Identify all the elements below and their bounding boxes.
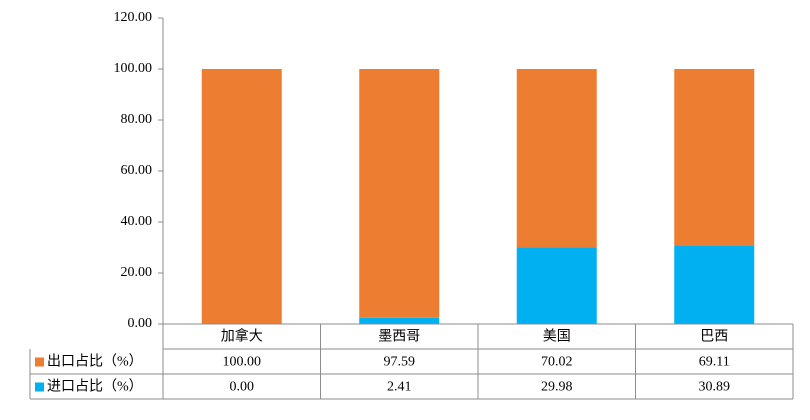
y-tick-label: 40.00 xyxy=(121,214,153,229)
bar-segment xyxy=(674,69,755,246)
legend-swatch xyxy=(35,357,44,367)
y-tick-label: 20.00 xyxy=(121,265,153,280)
x-tick-label: 墨西哥 xyxy=(378,330,420,345)
table-value: 29.98 xyxy=(541,380,573,395)
legend-swatch xyxy=(35,382,44,392)
table-value: 70.02 xyxy=(541,355,573,370)
table-value: 0.00 xyxy=(230,380,255,395)
bar-segment xyxy=(674,245,755,324)
table-value: 100.00 xyxy=(223,355,262,370)
table-value: 30.89 xyxy=(699,380,731,395)
x-tick-label: 巴西 xyxy=(700,330,728,345)
y-tick-label: 100.00 xyxy=(114,61,153,76)
x-tick-label: 加拿大 xyxy=(221,328,263,345)
bar-segment xyxy=(516,69,597,248)
bar-segment xyxy=(516,247,597,324)
y-tick-label: 80.00 xyxy=(121,112,153,127)
legend-label: 出口占比（%） xyxy=(47,354,143,370)
y-tick-label: 120.00 xyxy=(114,10,153,25)
bar-segment xyxy=(359,69,440,318)
bar-segment xyxy=(201,69,282,324)
table-value: 69.11 xyxy=(699,355,730,370)
y-tick-label: 0.00 xyxy=(128,316,153,331)
legend-label: 进口占比（%） xyxy=(47,379,143,395)
x-tick-label: 美国 xyxy=(543,329,571,345)
table-value: 97.59 xyxy=(384,355,416,370)
bar-segment xyxy=(359,317,440,324)
y-tick-label: 60.00 xyxy=(121,163,153,178)
table-value: 2.41 xyxy=(387,380,412,395)
